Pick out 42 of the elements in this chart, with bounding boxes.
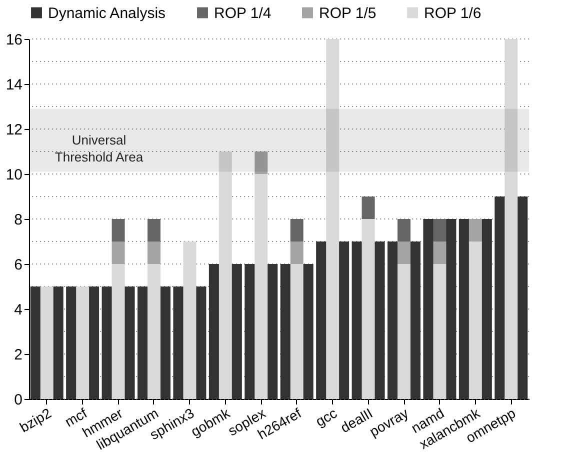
bar	[362, 196, 375, 219]
y-tick-label: 14	[6, 76, 22, 94]
x-tick-label: gcc	[312, 404, 340, 430]
legend-label: ROP 1/4	[214, 4, 272, 22]
bar	[398, 264, 410, 399]
y-tick-label: 0	[14, 392, 22, 408]
bar	[504, 39, 518, 399]
bar	[40, 286, 54, 399]
bar	[398, 242, 410, 264]
y-tick-label: 8	[14, 212, 22, 228]
legend-label: Dynamic Analysis	[48, 4, 166, 22]
bar	[290, 264, 304, 399]
bar	[112, 219, 125, 242]
bar	[290, 219, 304, 242]
y-tick-label: 2	[14, 346, 22, 364]
y-tick-label: 4	[14, 302, 22, 318]
bar	[468, 219, 482, 242]
bar	[183, 242, 196, 399]
bar	[148, 264, 160, 399]
bar	[398, 219, 410, 242]
legend-label: ROP 1/5	[319, 4, 376, 22]
bar	[148, 219, 160, 242]
bar	[433, 242, 446, 264]
bar	[112, 264, 125, 399]
bar	[290, 242, 304, 264]
y-tick-label: 16	[6, 32, 22, 48]
legend-label: ROP 1/6	[424, 4, 482, 22]
bar	[112, 242, 125, 264]
bar	[254, 174, 268, 399]
bar	[218, 152, 232, 399]
y-tick-label: 6	[14, 256, 22, 274]
bar	[433, 264, 446, 399]
bar	[76, 286, 90, 399]
bar	[433, 219, 446, 242]
bar	[148, 242, 160, 264]
bar	[326, 39, 340, 399]
y-tick-label: 12	[6, 122, 22, 138]
bar	[468, 242, 482, 399]
bar	[362, 219, 375, 399]
bar	[254, 152, 268, 174]
y-tick-label: 10	[6, 166, 22, 184]
band-label: Universal Threshold Area	[54, 132, 144, 164]
